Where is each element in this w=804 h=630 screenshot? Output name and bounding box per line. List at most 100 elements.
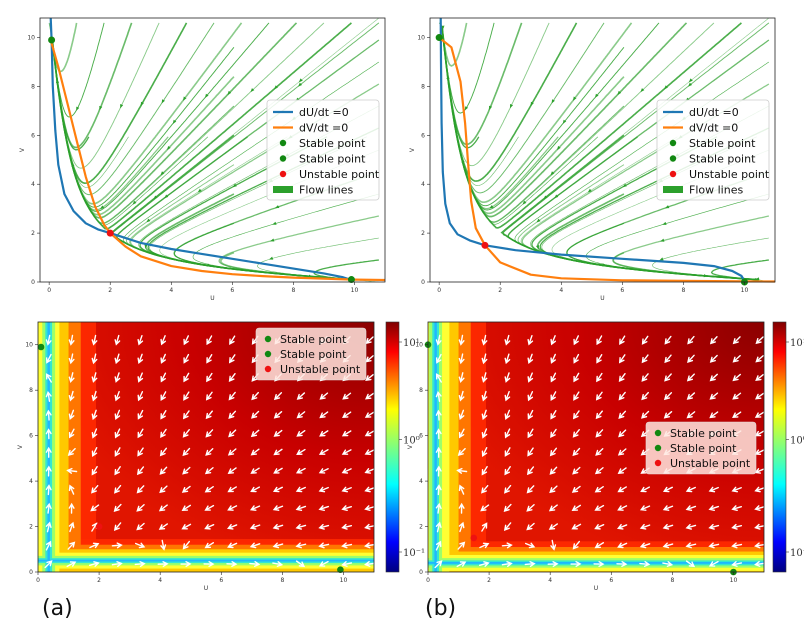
gradient-arrow	[341, 486, 352, 493]
gradient-arrow	[481, 428, 488, 439]
flow-line	[444, 47, 625, 207]
gradient-arrow	[114, 466, 121, 476]
a-bottom-legend-label: Unstable point	[280, 363, 361, 376]
gradient-arrow	[549, 466, 558, 475]
a-top-unstable-point	[106, 229, 114, 237]
a-top-ylabel: V	[19, 147, 26, 152]
gradient-arrow	[68, 521, 75, 533]
gradient-arrow	[45, 540, 52, 551]
flow-arrowhead	[167, 145, 171, 151]
gradient-arrow	[364, 523, 374, 530]
gradient-arrow	[481, 447, 488, 458]
gradient-arrow	[547, 561, 559, 567]
gradient-arrow	[318, 542, 330, 549]
gradient-arrow	[227, 486, 237, 493]
flow-arrowhead	[688, 78, 693, 83]
gradient-arrow	[435, 540, 442, 551]
gradient-arrow	[319, 411, 329, 419]
gradient-arrow	[295, 542, 307, 549]
gradient-arrow	[137, 447, 144, 457]
gradient-arrow	[68, 502, 75, 514]
gradient-arrow	[341, 561, 353, 567]
gradient-arrow	[341, 523, 353, 530]
gradient-arrow	[68, 484, 75, 495]
flow-arrowhead	[550, 171, 555, 176]
heatmap-valley-horizontal	[428, 562, 764, 564]
gradient-arrow	[526, 466, 535, 476]
gradient-arrow	[501, 561, 513, 567]
a-top-legend-marker	[279, 170, 287, 178]
gradient-arrow	[113, 522, 122, 531]
gradient-arrow	[228, 410, 237, 419]
gradient-arrow	[250, 448, 260, 456]
gradient-arrow	[296, 411, 306, 419]
a-bottom-xlabel: U	[204, 585, 208, 592]
gradient-arrow	[68, 334, 75, 346]
gradient-arrow	[504, 466, 511, 476]
gradient-arrow	[319, 430, 329, 437]
gradient-arrow	[435, 521, 442, 533]
a-bottom-xtick-label: 8	[280, 577, 284, 584]
gradient-arrow	[618, 354, 626, 364]
b-top-stable-point	[435, 34, 443, 42]
a-bottom-stable-point	[337, 566, 344, 574]
b-bottom-ytick-label: 8	[419, 387, 423, 394]
flow-arrowhead	[617, 90, 622, 96]
a-top-chart: 0 2 4 6 8 10 0 2 4 6 8 10 U VdU/dt =0 dV/dt =0 Stable p…	[19, 17, 386, 302]
gradient-arrow	[503, 503, 512, 512]
gradient-arrow	[481, 372, 488, 383]
gradient-arrow	[617, 448, 627, 456]
gradient-arrow	[226, 561, 238, 567]
gradient-arrow	[90, 504, 100, 512]
gradient-arrow	[204, 504, 215, 511]
flow-arrowhead	[160, 171, 165, 176]
gradient-arrow	[685, 560, 696, 568]
a-bottom-chart: 0 2 4 6 8 10 0 2 4 6 8 10 U V Stable point Stable point…	[17, 321, 425, 592]
gradient-arrow	[114, 409, 121, 420]
gradient-arrow	[45, 334, 52, 346]
gradient-arrow	[364, 430, 374, 437]
gradient-arrow	[227, 505, 238, 511]
b-top-legend-label: dV/dt =0	[689, 122, 738, 135]
gradient-arrow	[111, 561, 123, 567]
b-bottom-chart: 0 2 4 6 8 10 0 2 4 6 8 10 U V Stable point Stable point…	[407, 321, 804, 592]
flow-arrowhead	[274, 85, 278, 90]
gradient-arrow	[365, 355, 374, 363]
gradient-arrow	[68, 372, 75, 383]
gradient-arrow	[708, 560, 719, 567]
b-bottom-xtick-label: 0	[426, 577, 430, 584]
a-top-xlabel: U	[210, 295, 214, 302]
gradient-arrow	[91, 372, 98, 383]
gradient-arrow	[341, 430, 352, 437]
gradient-arrow	[205, 410, 213, 420]
gradient-arrow	[341, 505, 352, 512]
gradient-arrow	[708, 523, 720, 530]
gradient-arrow	[318, 486, 329, 493]
gradient-arrow	[571, 504, 582, 512]
a-top-legend-label: Stable point	[299, 137, 366, 150]
gradient-arrow	[662, 561, 674, 567]
gradient-arrow	[318, 449, 329, 455]
gradient-arrow	[708, 542, 720, 549]
gradient-arrow	[572, 466, 581, 475]
gradient-arrow	[458, 502, 465, 514]
gradient-arrow	[641, 373, 649, 382]
gradient-arrow	[617, 467, 627, 475]
a-bottom-colorbar-tick-label: 10⁰	[403, 436, 420, 447]
gradient-arrow	[45, 353, 52, 364]
a-bottom-xtick-label: 0	[36, 577, 40, 584]
gradient-arrow	[754, 542, 764, 549]
b-top-legend-label: Stable point	[689, 153, 756, 166]
gradient-arrow	[595, 410, 603, 420]
flow-arrowhead	[622, 183, 627, 188]
gradient-arrow	[160, 353, 166, 364]
b-top-axes-frame	[429, 17, 776, 283]
b-top-xlabel: U	[600, 295, 604, 302]
gradient-arrow	[527, 428, 534, 439]
gradient-arrow	[435, 502, 442, 514]
a-bottom-heatmap	[38, 322, 374, 572]
gradient-arrow	[160, 539, 167, 551]
flow-arrowhead	[144, 244, 148, 249]
gradient-arrow	[206, 335, 213, 346]
